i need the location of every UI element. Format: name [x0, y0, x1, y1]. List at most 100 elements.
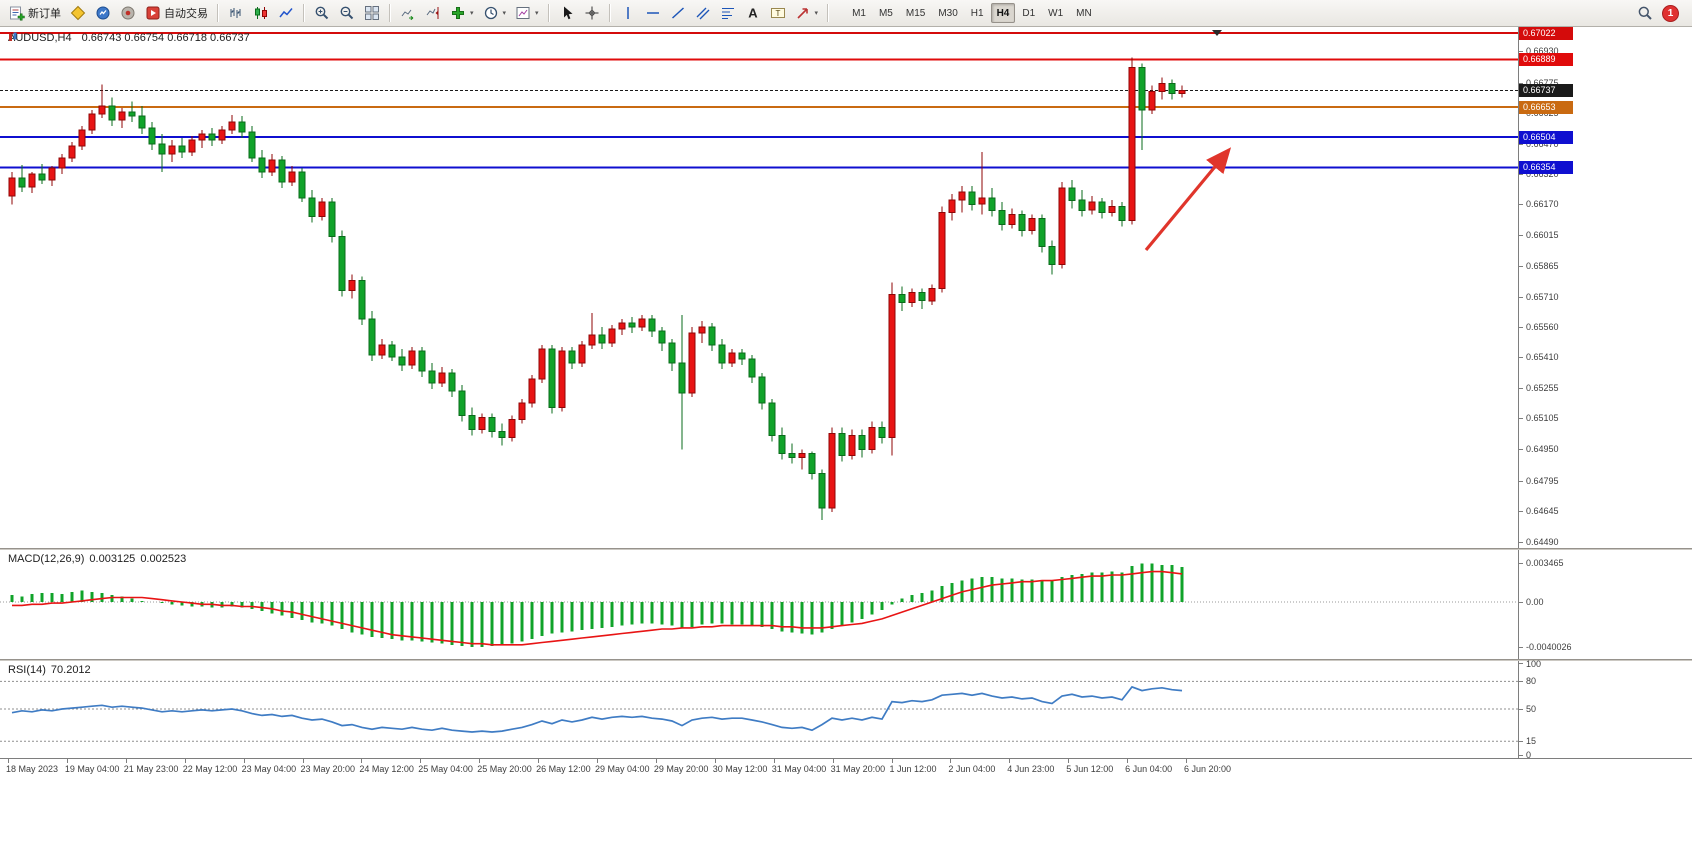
timeframe-h4-button[interactable]: H4 — [990, 3, 1016, 23]
symbol-icon — [9, 32, 17, 41]
time-axis-tick — [420, 759, 422, 763]
time-axis[interactable]: 18 May 2023 19 May 04:00 21 May 23:00 22 Ma… — [0, 758, 1692, 782]
cursor-icon — [563, 6, 573, 20]
time-axis-tick — [538, 759, 540, 763]
search-icon — [1638, 6, 1652, 20]
axis-tick — [1519, 602, 1523, 603]
time-axis-tick — [773, 759, 775, 763]
svg-text:T: T — [775, 9, 780, 18]
time-axis-label: 1 Jun 12:00 — [889, 764, 937, 774]
zoom-in-button[interactable] — [310, 2, 334, 24]
horizontal-line-button[interactable] — [641, 2, 665, 24]
chart-shift-marker[interactable] — [1212, 30, 1222, 36]
auto-trading-button[interactable]: 自动交易 — [141, 2, 212, 24]
periods-button[interactable]: ▾ — [479, 2, 511, 24]
indicators-button[interactable]: ▾ — [446, 2, 478, 24]
text-label-button[interactable]: T — [766, 2, 790, 24]
bar-chart-button[interactable] — [224, 2, 248, 24]
horizontal-lines-layer[interactable] — [0, 32, 1518, 169]
price-chart-canvas[interactable]: AUDUSD,H4 0.66743 0.66754 0.66718 0.6673… — [0, 27, 1518, 548]
time-axis-label: 24 May 12:00 — [359, 764, 414, 774]
price-tag: 0.67022 — [1519, 26, 1573, 40]
candle-body — [88, 113, 96, 131]
candle-body — [878, 426, 886, 438]
pane-divider[interactable] — [0, 659, 1692, 661]
candle-body — [1048, 246, 1056, 266]
macd-axis[interactable]: 0.003465 0.00 -0.0040026 — [1518, 550, 1692, 659]
candle-body — [78, 129, 86, 147]
axis-tick — [1519, 235, 1523, 237]
zoom-out-button[interactable] — [335, 2, 359, 24]
time-axis-label: 25 May 20:00 — [477, 764, 532, 774]
line-chart-icon — [279, 8, 293, 18]
chart-shift-button[interactable] — [421, 2, 445, 24]
timeframe-d1-button[interactable]: D1 — [1016, 3, 1041, 23]
axis-tick — [1519, 480, 1523, 482]
trendline-button[interactable] — [666, 2, 690, 24]
timeframe-m5-button[interactable]: M5 — [873, 3, 899, 23]
market-watch-button[interactable] — [91, 2, 115, 24]
timeframe-m15-button[interactable]: M15 — [900, 3, 931, 23]
new-order-button[interactable]: 新订单 — [5, 2, 65, 24]
line-chart-button[interactable] — [274, 2, 298, 24]
market-watch-icon — [96, 6, 110, 20]
dropdown-caret: ▾ — [814, 10, 819, 17]
macd-indicator-label: MACD(12,26,9) 0.003125 0.002523 — [8, 553, 191, 565]
candle-body — [598, 334, 606, 344]
equidistant-channel-button[interactable] — [691, 2, 715, 24]
auto-scroll-button[interactable] — [396, 2, 420, 24]
notification-badge[interactable]: 1 — [1662, 4, 1679, 22]
candle-chart-button[interactable] — [249, 2, 273, 24]
dropdown-caret: ▾ — [470, 10, 474, 17]
fibonacci-button[interactable] — [716, 2, 740, 24]
candle-body — [1148, 91, 1156, 111]
timeframe-w1-button[interactable]: W1 — [1042, 3, 1069, 23]
candle-body — [938, 211, 946, 290]
candle-body — [1158, 83, 1166, 93]
zoom-in-icon — [315, 6, 329, 20]
candle-body — [578, 344, 586, 364]
candle-body — [728, 352, 736, 364]
candle-body — [1058, 187, 1066, 266]
metaeditor-button[interactable] — [66, 2, 90, 24]
axis-tick — [1519, 562, 1523, 564]
time-axis-tick — [1068, 759, 1070, 763]
timeframe-mn-button[interactable]: MN — [1070, 3, 1098, 23]
rsi-canvas[interactable]: RSI(14) 70.2012 — [0, 661, 1518, 758]
axis-tick — [1519, 418, 1523, 420]
timeframe-m1-button[interactable]: M1 — [846, 3, 872, 23]
time-axis-tick — [361, 759, 363, 763]
timeframe-h1-button[interactable]: H1 — [965, 3, 990, 23]
pane-divider[interactable] — [0, 548, 1692, 550]
text-button[interactable]: A — [741, 2, 765, 24]
cursor-button[interactable] — [555, 2, 579, 24]
new-order-icon — [10, 6, 25, 21]
tile-windows-icon — [365, 6, 379, 20]
candle-body — [388, 344, 396, 358]
timeframe-m30-button[interactable]: M30 — [932, 3, 963, 23]
vertical-line-button[interactable] — [616, 2, 640, 24]
candle-body — [128, 111, 136, 117]
crosshair-button[interactable] — [580, 2, 604, 24]
search-button[interactable] — [1633, 2, 1657, 24]
candle-body — [18, 177, 26, 188]
price-axis-label: 0.65410 — [1526, 352, 1559, 362]
trend-arrow-annotation[interactable] — [1144, 147, 1232, 252]
candle-body — [568, 350, 576, 364]
candle-body — [958, 191, 966, 201]
candle-body — [968, 191, 976, 205]
axis-tick — [1519, 82, 1523, 84]
arrows-button[interactable]: ▾ — [791, 2, 823, 24]
candle-body — [768, 402, 776, 436]
templates-button[interactable]: ▾ — [511, 2, 543, 24]
data-window-button[interactable] — [116, 2, 140, 24]
price-axis[interactable]: 0.669300.667750.666250.664700.663200.661… — [1518, 26, 1692, 548]
candle-body — [438, 372, 446, 384]
macd-histogram — [10, 563, 1184, 647]
tile-windows-button[interactable] — [360, 2, 384, 24]
macd-canvas[interactable]: MACD(12,26,9) 0.003125 0.002523 — [0, 550, 1518, 659]
rsi-axis[interactable]: 100 80 50 15 0 — [1518, 659, 1692, 760]
candle-body — [228, 121, 236, 131]
time-axis-tick — [8, 759, 9, 763]
bar-chart-icon — [230, 8, 241, 18]
